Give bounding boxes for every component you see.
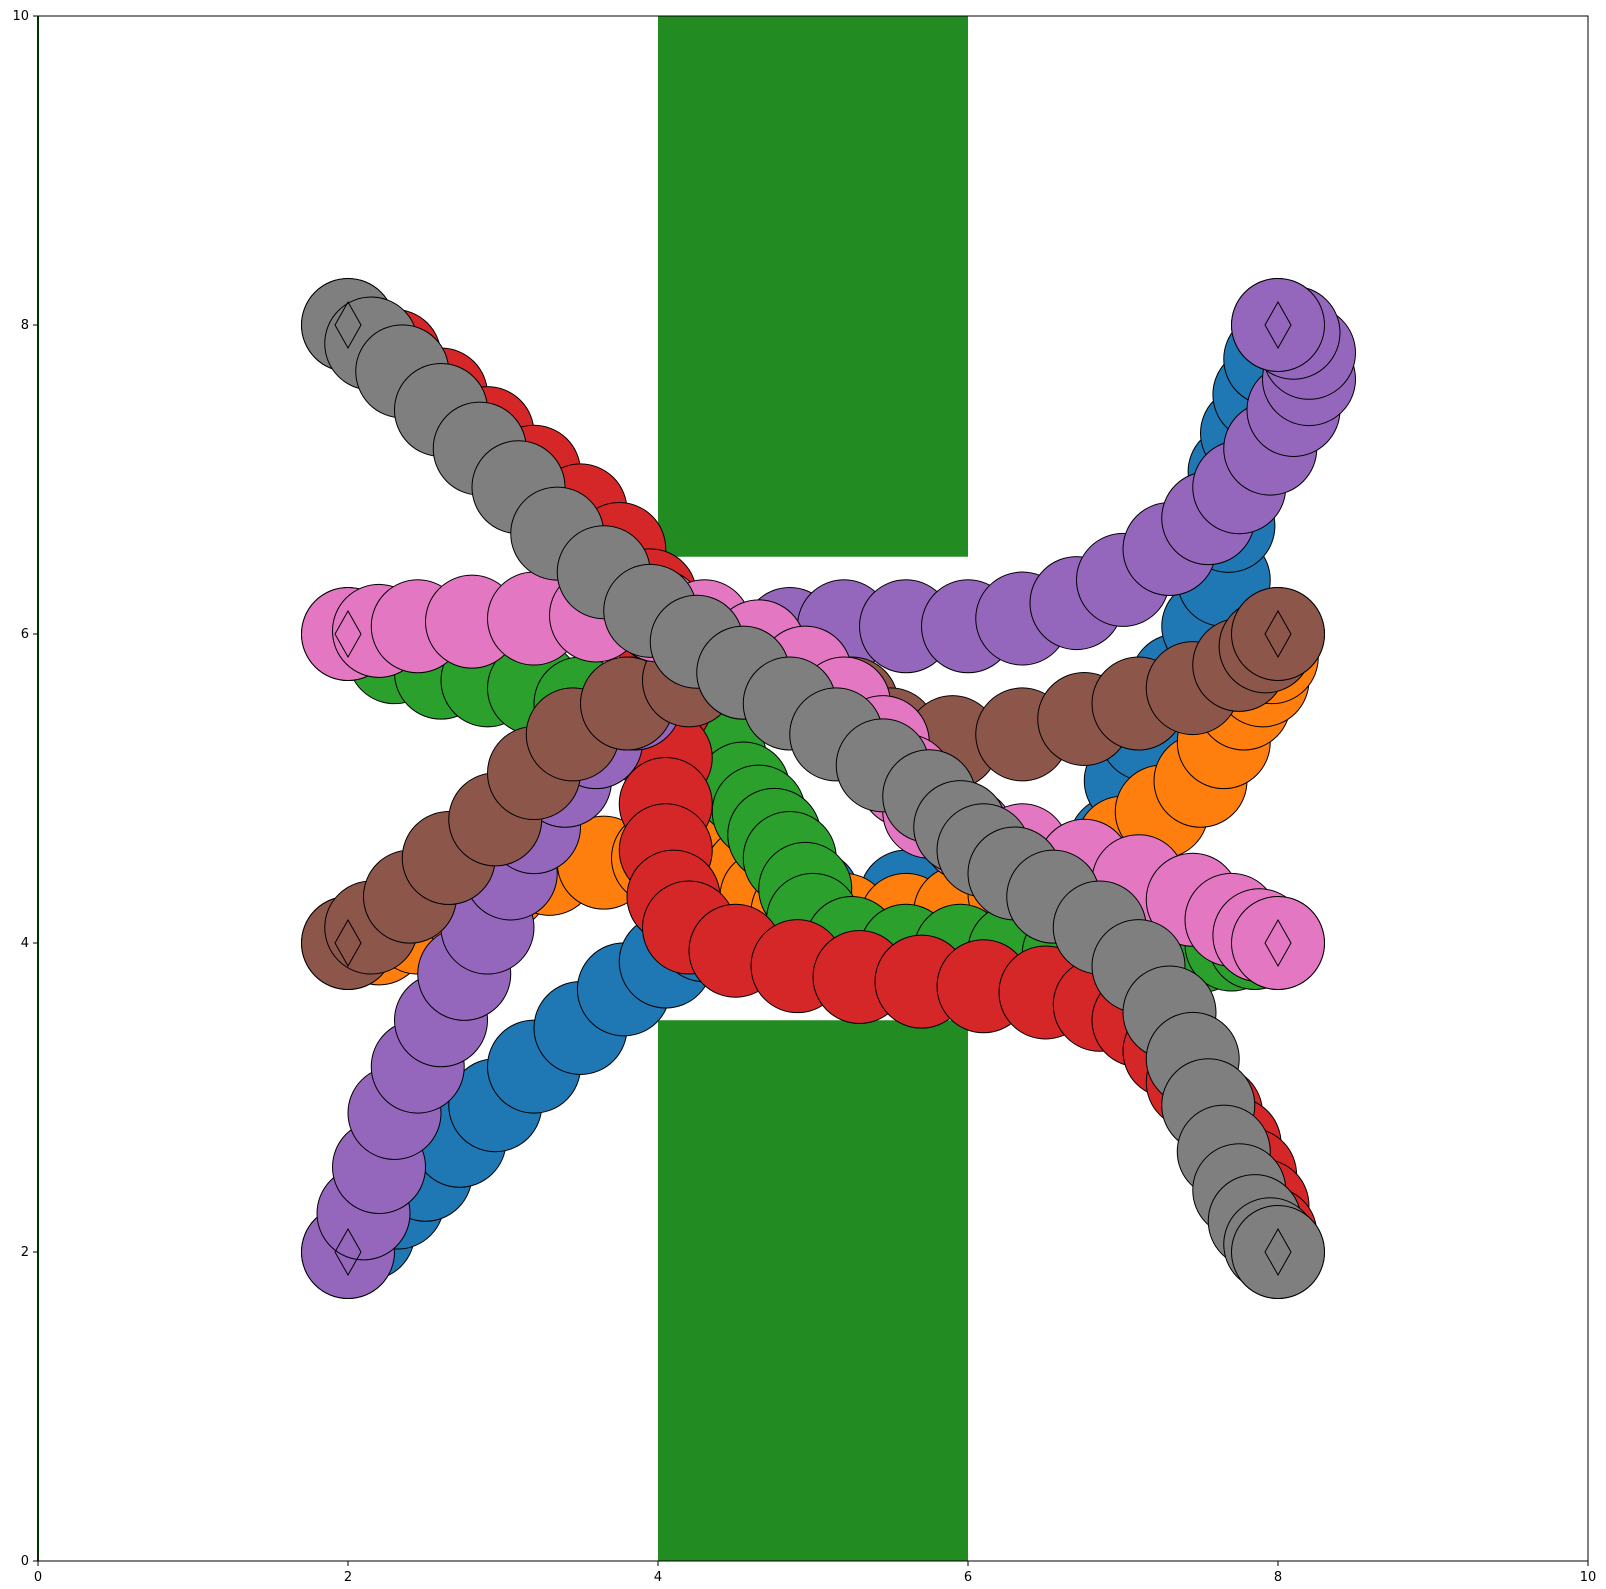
- x-tick-label: 10: [1580, 1570, 1597, 1585]
- goal-diamond-marker-3: [1264, 918, 1292, 968]
- agent-5-position-31: [1231, 278, 1325, 372]
- goal-diamond-marker-4: [1264, 1227, 1292, 1277]
- x-tick-label: 6: [964, 1570, 972, 1585]
- agent-7-position-22: [1231, 896, 1325, 990]
- y-tick-label: 4: [21, 936, 29, 951]
- goal-diamond-marker-1: [1264, 300, 1292, 350]
- goals-layer: [334, 300, 1292, 1277]
- y-tick-label: 0: [21, 1554, 29, 1569]
- start-diamond-marker-3: [334, 609, 362, 659]
- agent-6-position-21: [1231, 587, 1325, 681]
- obstacle-2: [658, 1020, 968, 1561]
- x-tick-label: 4: [654, 1570, 662, 1585]
- obstacles-layer: [658, 16, 968, 1561]
- y-tick-label: 2: [21, 1245, 29, 1260]
- plot-frame: [37, 15, 1589, 1562]
- agent-8-position-29: [1231, 1205, 1325, 1299]
- y-tick-label: 10: [12, 9, 29, 24]
- goal-diamond-marker-2: [1264, 609, 1292, 659]
- x-tick-label: 8: [1274, 1570, 1282, 1585]
- y-tick-label: 6: [21, 627, 29, 642]
- agents-layer: [301, 278, 1356, 1299]
- x-tick-label: 2: [344, 1570, 352, 1585]
- start-diamond-marker-4: [334, 300, 362, 350]
- x-tick-label: 0: [34, 1570, 42, 1585]
- obstacle-1: [658, 16, 968, 557]
- start-diamond-marker-1: [334, 1227, 362, 1277]
- axes-layer: 0 2 4 6 8 10 0 2 4 6 8 10: [12, 9, 1596, 1585]
- agent-trajectory-8: [301, 278, 1325, 1299]
- y-tick-label: 8: [21, 318, 29, 333]
- start-diamond-marker-2: [334, 918, 362, 968]
